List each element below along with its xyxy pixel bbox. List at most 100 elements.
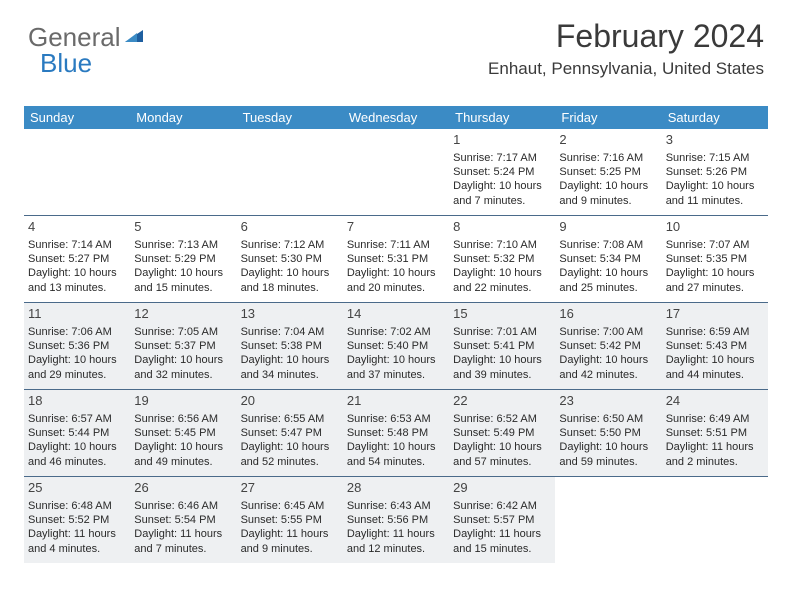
day-number: 7 bbox=[347, 219, 445, 236]
day-cell-20: 20Sunrise: 6:55 AMSunset: 5:47 PMDayligh… bbox=[237, 390, 343, 476]
day-number: 4 bbox=[28, 219, 126, 236]
day-info-line: and 18 minutes. bbox=[241, 281, 339, 295]
day-number: 1 bbox=[453, 132, 551, 149]
day-cell-4: 4Sunrise: 7:14 AMSunset: 5:27 PMDaylight… bbox=[24, 216, 130, 302]
day-info-line: Sunrise: 6:42 AM bbox=[453, 499, 551, 513]
day-number: 9 bbox=[559, 219, 657, 236]
day-info-line: Sunset: 5:30 PM bbox=[241, 252, 339, 266]
day-cell-17: 17Sunrise: 6:59 AMSunset: 5:43 PMDayligh… bbox=[662, 303, 768, 389]
day-number: 23 bbox=[559, 393, 657, 410]
day-info-line: Sunset: 5:25 PM bbox=[559, 165, 657, 179]
day-info-line: Sunset: 5:57 PM bbox=[453, 513, 551, 527]
day-cell-27: 27 Sunrise: 6:45 AMSunset: 5:55 PMDayligh… bbox=[237, 477, 343, 563]
day-cell-26: 26Sunrise: 6:46 AMSunset: 5:54 PMDayligh… bbox=[130, 477, 236, 563]
day-info-line: and 52 minutes. bbox=[241, 455, 339, 469]
day-number: 29 bbox=[453, 480, 551, 497]
day-info-line: and 34 minutes. bbox=[241, 368, 339, 382]
day-info-line: Daylight: 11 hours bbox=[666, 440, 764, 454]
day-info-line: Sunrise: 6:48 AM bbox=[28, 499, 126, 513]
day-number: 3 bbox=[666, 132, 764, 149]
logo-text-blue: Blue bbox=[40, 48, 92, 79]
day-info-line: Sunset: 5:55 PM bbox=[241, 513, 339, 527]
day-info-line: Daylight: 10 hours bbox=[347, 440, 445, 454]
day-info-line: Sunrise: 6:49 AM bbox=[666, 412, 764, 426]
weekday-wednesday: Wednesday bbox=[343, 106, 449, 129]
day-info-line: Daylight: 11 hours bbox=[241, 527, 339, 541]
day-cell-empty bbox=[343, 129, 449, 215]
day-cell-29: 29 Sunrise: 6:42 AMSunset: 5:57 PMDayligh… bbox=[449, 477, 555, 563]
day-cell-23: 23Sunrise: 6:50 AMSunset: 5:50 PMDayligh… bbox=[555, 390, 661, 476]
day-info-line: Daylight: 10 hours bbox=[134, 440, 232, 454]
day-info-line: Daylight: 10 hours bbox=[559, 266, 657, 280]
day-info-line: Daylight: 10 hours bbox=[28, 440, 126, 454]
day-info-line: Sunrise: 6:53 AM bbox=[347, 412, 445, 426]
day-info-line: Daylight: 10 hours bbox=[347, 353, 445, 367]
header-right: February 2024 Enhaut, Pennsylvania, Unit… bbox=[488, 18, 764, 79]
day-info-line: Sunrise: 7:01 AM bbox=[453, 325, 551, 339]
day-cell-empty bbox=[237, 129, 343, 215]
day-info-line: and 22 minutes. bbox=[453, 281, 551, 295]
day-info-line: Daylight: 10 hours bbox=[559, 353, 657, 367]
day-info-line: Daylight: 10 hours bbox=[666, 179, 764, 193]
day-cell-empty bbox=[555, 477, 661, 563]
day-info-line: Sunrise: 6:52 AM bbox=[453, 412, 551, 426]
week-row: 25Sunrise: 6:48 AMSunset: 5:52 PMDayligh… bbox=[24, 477, 768, 563]
day-info-line: Sunset: 5:42 PM bbox=[559, 339, 657, 353]
day-info-line: Sunrise: 6:57 AM bbox=[28, 412, 126, 426]
weekday-thursday: Thursday bbox=[449, 106, 555, 129]
day-number: 18 bbox=[28, 393, 126, 410]
day-info-line: Sunset: 5:29 PM bbox=[134, 252, 232, 266]
day-number: 15 bbox=[453, 306, 551, 323]
day-cell-6: 6Sunrise: 7:12 AMSunset: 5:30 PMDaylight… bbox=[237, 216, 343, 302]
day-number: 2 bbox=[559, 132, 657, 149]
day-info-line: Daylight: 10 hours bbox=[134, 266, 232, 280]
day-info-line: and 11 minutes. bbox=[666, 194, 764, 208]
day-info-line: Daylight: 10 hours bbox=[666, 353, 764, 367]
day-info-line: Sunset: 5:56 PM bbox=[347, 513, 445, 527]
weekday-monday: Monday bbox=[130, 106, 236, 129]
day-info-line: Sunrise: 6:50 AM bbox=[559, 412, 657, 426]
day-info-line: Sunset: 5:32 PM bbox=[453, 252, 551, 266]
day-info-line: Sunset: 5:48 PM bbox=[347, 426, 445, 440]
weeks: 1Sunrise: 7:17 AMSunset: 5:24 PMDaylight… bbox=[24, 129, 768, 563]
day-info-line: Sunset: 5:35 PM bbox=[666, 252, 764, 266]
day-cell-2: 2Sunrise: 7:16 AMSunset: 5:25 PMDaylight… bbox=[555, 129, 661, 215]
day-number: 28 bbox=[347, 480, 445, 497]
day-info-line: Sunset: 5:47 PM bbox=[241, 426, 339, 440]
day-info-line: Sunrise: 6:56 AM bbox=[134, 412, 232, 426]
day-info-line: and 59 minutes. bbox=[559, 455, 657, 469]
day-number: 16 bbox=[559, 306, 657, 323]
day-cell-22: 22Sunrise: 6:52 AMSunset: 5:49 PMDayligh… bbox=[449, 390, 555, 476]
weekday-tuesday: Tuesday bbox=[237, 106, 343, 129]
day-cell-7: 7Sunrise: 7:11 AMSunset: 5:31 PMDaylight… bbox=[343, 216, 449, 302]
day-info-line: and 42 minutes. bbox=[559, 368, 657, 382]
day-cell-25: 25Sunrise: 6:48 AMSunset: 5:52 PMDayligh… bbox=[24, 477, 130, 563]
day-info-line: Daylight: 10 hours bbox=[28, 353, 126, 367]
day-cell-empty bbox=[130, 129, 236, 215]
month-title: February 2024 bbox=[488, 18, 764, 55]
day-info-line: Sunset: 5:54 PM bbox=[134, 513, 232, 527]
day-info-line: Sunrise: 7:15 AM bbox=[666, 151, 764, 165]
day-info-line: Sunrise: 7:16 AM bbox=[559, 151, 657, 165]
day-info-line: and 9 minutes. bbox=[241, 542, 339, 556]
day-info-line: Sunrise: 7:14 AM bbox=[28, 238, 126, 252]
day-info-line: Sunset: 5:41 PM bbox=[453, 339, 551, 353]
day-info-line: and 15 minutes. bbox=[453, 542, 551, 556]
day-info-line: and 7 minutes. bbox=[453, 194, 551, 208]
day-number: 27 bbox=[241, 480, 339, 497]
day-info-line: Daylight: 10 hours bbox=[453, 266, 551, 280]
day-info-line: Daylight: 11 hours bbox=[453, 527, 551, 541]
day-info-line: Daylight: 10 hours bbox=[241, 266, 339, 280]
week-row: 4Sunrise: 7:14 AMSunset: 5:27 PMDaylight… bbox=[24, 216, 768, 303]
calendar: SundayMondayTuesdayWednesdayThursdayFrid… bbox=[24, 106, 768, 563]
day-info-line: Sunrise: 7:11 AM bbox=[347, 238, 445, 252]
day-number: 24 bbox=[666, 393, 764, 410]
weekday-sunday: Sunday bbox=[24, 106, 130, 129]
day-cell-9: 9Sunrise: 7:08 AMSunset: 5:34 PMDaylight… bbox=[555, 216, 661, 302]
day-cell-15: 15Sunrise: 7:01 AMSunset: 5:41 PMDayligh… bbox=[449, 303, 555, 389]
day-cell-16: 16Sunrise: 7:00 AMSunset: 5:42 PMDayligh… bbox=[555, 303, 661, 389]
day-number: 20 bbox=[241, 393, 339, 410]
day-info-line: Sunrise: 6:45 AM bbox=[241, 499, 339, 513]
day-number: 22 bbox=[453, 393, 551, 410]
day-info-line: and 32 minutes. bbox=[134, 368, 232, 382]
